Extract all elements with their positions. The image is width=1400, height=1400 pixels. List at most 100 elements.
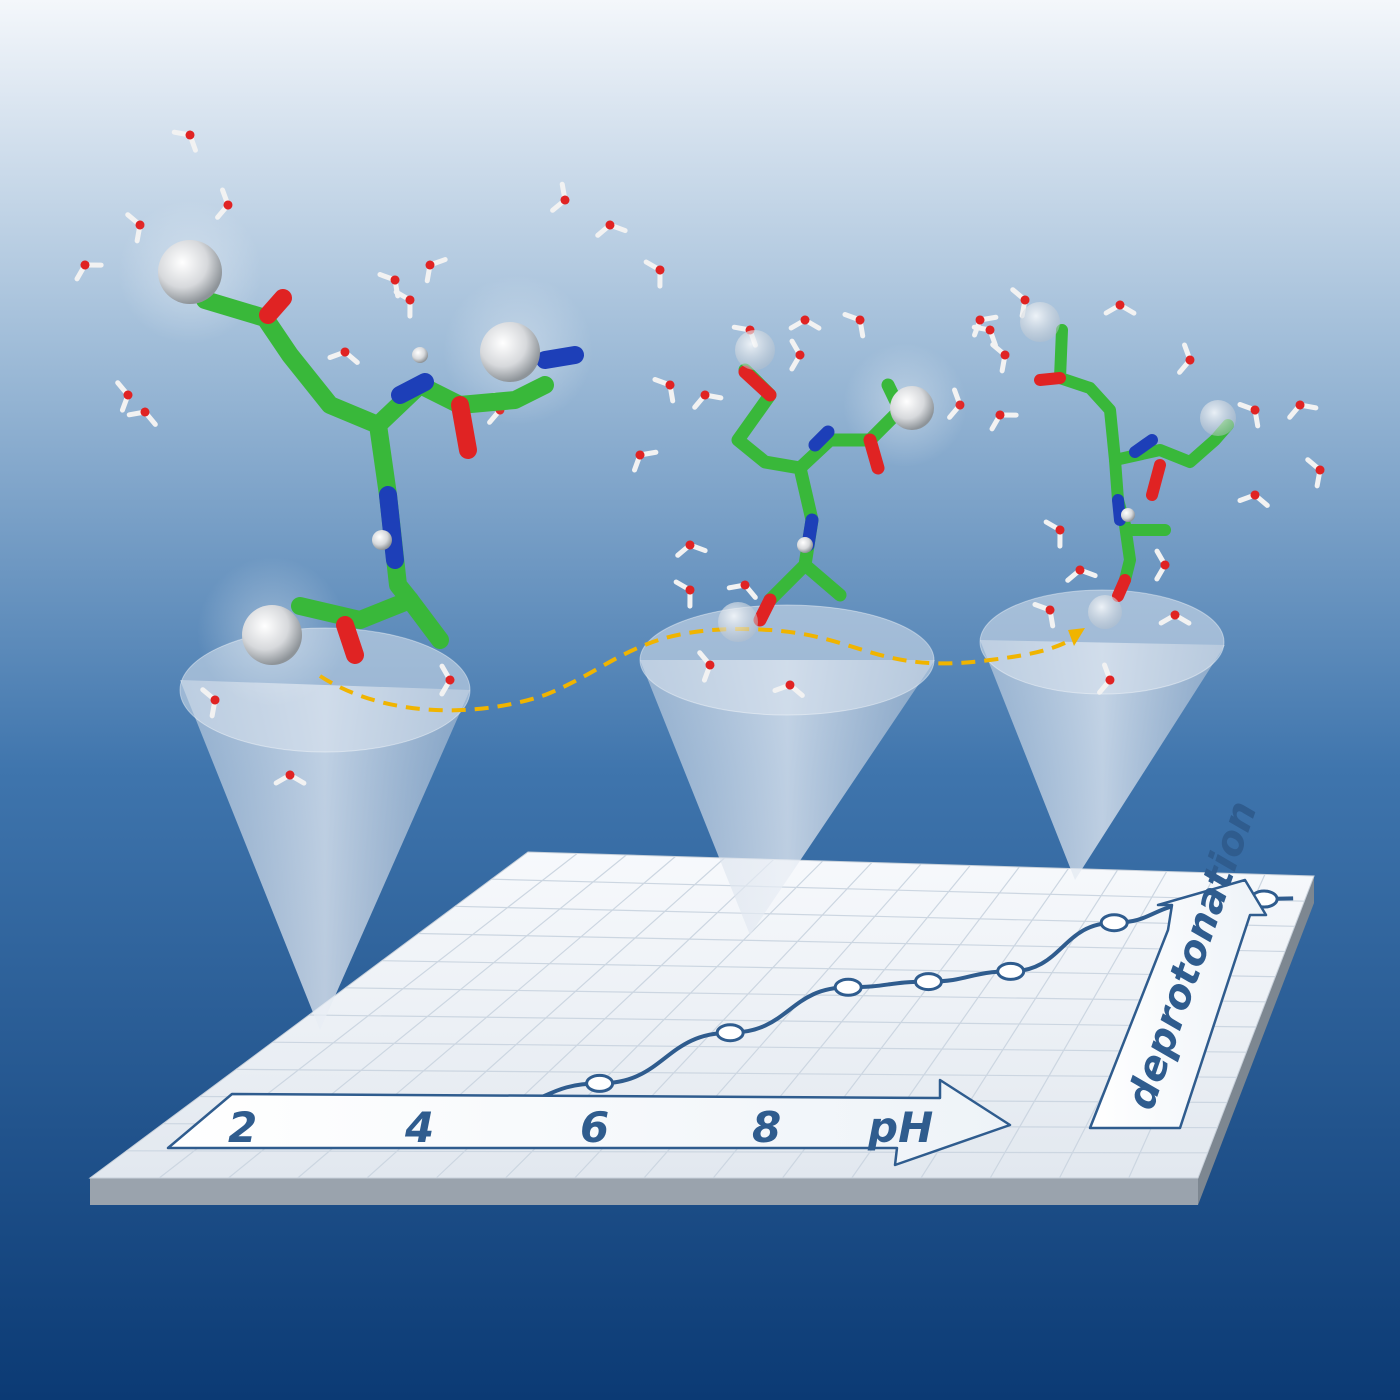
water-molecule — [1043, 519, 1065, 549]
water-molecule — [393, 289, 415, 319]
water-molecule — [1010, 287, 1030, 319]
carbonyl-bond — [336, 616, 364, 664]
plate-side-right — [1198, 876, 1314, 1205]
carbonyl-bond — [753, 593, 777, 627]
water-molecule — [1103, 300, 1137, 316]
water-molecule — [726, 580, 758, 600]
water-molecule — [675, 540, 708, 558]
x-axis-label: pH — [867, 1103, 933, 1152]
cone-middle — [639, 604, 935, 935]
proton-sphere — [718, 602, 758, 642]
water-molecule — [550, 181, 570, 213]
grid-line — [235, 1068, 1237, 1078]
backbone-bond — [196, 291, 419, 629]
grid-line — [381, 960, 1276, 978]
side-bond — [798, 558, 847, 602]
proton-sphere — [1020, 302, 1060, 342]
data-point — [996, 961, 1026, 981]
water-molecule — [1154, 548, 1170, 582]
carbonyl-bond — [738, 365, 777, 402]
nh-bond — [1112, 494, 1126, 526]
water-molecule — [200, 687, 220, 719]
water-molecule — [1287, 400, 1319, 420]
water-molecule — [273, 770, 307, 786]
water-molecule — [1237, 402, 1261, 429]
grid-line — [491, 878, 1305, 902]
water-molecule — [1032, 602, 1056, 629]
proton-sphere — [1200, 400, 1236, 436]
water-molecule — [595, 220, 628, 238]
water-molecule — [1065, 565, 1098, 583]
water-molecule — [692, 390, 724, 410]
carbonyl-bond — [1034, 372, 1066, 386]
x-tick-label: 2 — [228, 1103, 257, 1152]
molecule-intermediate — [718, 330, 967, 642]
grid-line — [418, 932, 1286, 953]
carbonyl-bond — [1112, 574, 1131, 602]
x-tick-labels: 2 4 6 8 — [228, 1103, 781, 1152]
nh-bond — [808, 425, 835, 452]
water-molecule — [697, 650, 715, 683]
hydrogen-atom — [412, 347, 428, 363]
amine-bond — [536, 346, 584, 369]
hydrogen-atom — [797, 537, 813, 553]
water-molecule — [842, 312, 866, 339]
nh-bond — [379, 486, 404, 569]
data-point — [715, 1023, 745, 1043]
proton-sphere — [890, 386, 934, 430]
water-molecule — [1305, 457, 1325, 489]
x-tick-label: 8 — [752, 1103, 781, 1152]
water-molecule — [126, 407, 158, 427]
water-molecule — [115, 380, 133, 413]
carbonyl-bond — [259, 289, 292, 324]
x-axis-arrow: 2 4 6 8 pH — [166, 1078, 1012, 1167]
water-molecule — [424, 257, 448, 284]
water-molecule — [632, 449, 659, 473]
water-molecule — [673, 579, 695, 609]
water-molecule — [789, 338, 805, 372]
data-point — [833, 977, 863, 997]
grid-line — [308, 1014, 1257, 1028]
cone-right — [979, 589, 1225, 880]
x-tick-label: 6 — [580, 1103, 609, 1152]
side-bond — [401, 591, 449, 649]
hydrogen-atom — [1121, 508, 1135, 522]
carbonyl-bond — [1146, 459, 1166, 501]
grid-line — [454, 905, 1295, 927]
transition-path-arrow — [318, 627, 1085, 713]
water-molecule — [788, 315, 822, 331]
water-molecule — [327, 347, 360, 365]
proton-sphere — [1088, 595, 1122, 629]
water-molecule — [171, 129, 198, 153]
data-point — [585, 1073, 615, 1093]
water-molecule — [643, 259, 665, 289]
plate-side-front — [90, 1178, 1198, 1205]
water-molecule — [652, 377, 676, 404]
nh-bond — [1129, 434, 1158, 458]
proton-sphere — [735, 330, 775, 370]
data-point — [1099, 913, 1129, 933]
grid-line — [126, 1150, 1208, 1154]
molecule-protonated — [118, 200, 593, 707]
water-molecule — [1177, 342, 1195, 375]
water-molecule — [990, 342, 1010, 374]
water-molecule — [1158, 610, 1192, 626]
water-molecule — [1097, 662, 1115, 695]
water-molecule — [989, 410, 1019, 432]
proton-sphere — [242, 605, 302, 665]
data-point — [913, 972, 943, 992]
water-molecule — [439, 663, 455, 697]
water-molecule — [74, 260, 104, 282]
carbonyl-bond — [863, 433, 885, 475]
carbonyl-bond — [451, 396, 477, 459]
x-tick-label: 4 — [404, 1103, 434, 1152]
water-molecule — [772, 680, 805, 698]
water-molecule — [972, 314, 999, 338]
proton-sphere — [158, 240, 222, 304]
hydrogen-atom — [372, 530, 392, 550]
grid-line — [272, 1041, 1247, 1053]
nh-bond — [391, 373, 434, 404]
grid-line — [345, 987, 1266, 1003]
proton-sphere — [480, 322, 540, 382]
